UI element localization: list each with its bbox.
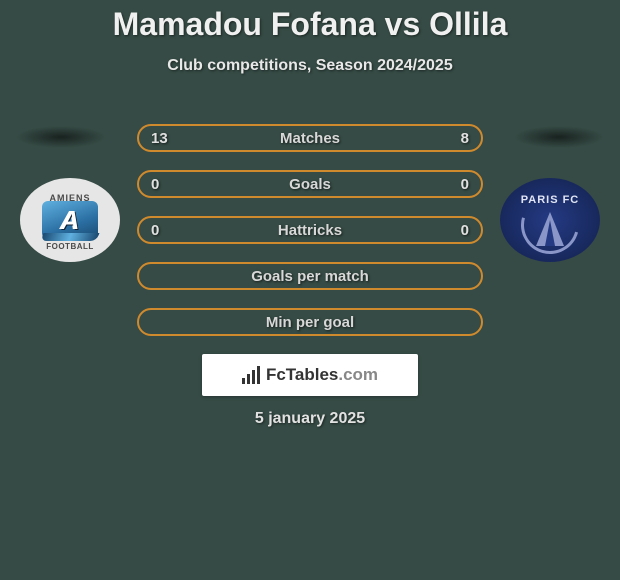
amiens-stripe [41, 233, 100, 241]
parisfc-crest: PARIS FC [500, 178, 600, 262]
stats-container: 13 Matches 8 0 Goals 0 0 Hattricks 0 Goals per ma… [137, 124, 483, 354]
brand-bars-icon [242, 366, 260, 384]
stat-bar: 13 Matches 8 [137, 124, 483, 152]
player-shadow-left [16, 126, 106, 148]
club-badge-right: PARIS FC [500, 178, 600, 262]
stat-value-right: 0 [449, 222, 469, 239]
infographic-root: Mamadou Fofana vs Ollila Club competitio… [0, 0, 620, 580]
page-title: Mamadou Fofana vs Ollila [0, 0, 620, 43]
stat-value-right: 0 [449, 176, 469, 193]
brand-box: FcTables.com [202, 354, 418, 396]
amiens-inner: A [42, 201, 98, 239]
date-text: 5 january 2025 [0, 410, 620, 428]
page-subtitle: Club competitions, Season 2024/2025 [0, 57, 620, 75]
stat-label: Goals [289, 176, 331, 193]
parisfc-eiffel-icon [536, 212, 564, 246]
stat-label: Min per goal [266, 314, 354, 331]
stat-bar: 0 Hattricks 0 [137, 216, 483, 244]
stat-label: Hattricks [278, 222, 342, 239]
player-shadow-right [514, 126, 604, 148]
brand-suffix: .com [338, 365, 378, 384]
amiens-crest: AMIENS A FOOTBALL [20, 178, 120, 262]
stat-value-left: 0 [151, 176, 171, 193]
stat-value-left: 13 [151, 130, 171, 147]
stat-bar: 0 Goals 0 [137, 170, 483, 198]
brand-name: FcTables [266, 365, 338, 384]
stat-bar: Min per goal [137, 308, 483, 336]
club-badge-left: AMIENS A FOOTBALL [20, 178, 120, 262]
stat-bar: Goals per match [137, 262, 483, 290]
amiens-text-bottom: FOOTBALL [46, 242, 94, 251]
stat-label: Matches [280, 130, 340, 147]
amiens-letter: A [61, 205, 80, 236]
stat-label: Goals per match [251, 268, 369, 285]
brand-text: FcTables.com [266, 365, 378, 385]
stat-value-right: 8 [449, 130, 469, 147]
stat-value-left: 0 [151, 222, 171, 239]
